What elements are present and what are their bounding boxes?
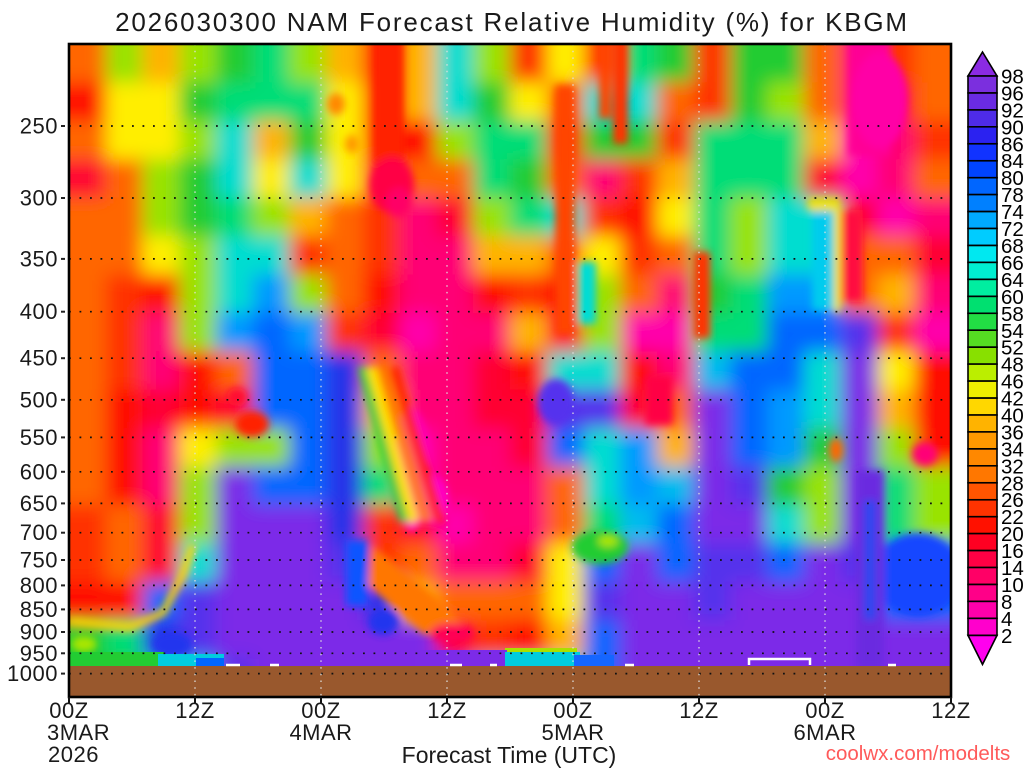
svg-text:84: 84 bbox=[1001, 150, 1024, 173]
svg-text:40: 40 bbox=[1001, 405, 1024, 428]
svg-text:500: 500 bbox=[20, 387, 58, 412]
svg-text:10: 10 bbox=[1001, 574, 1024, 597]
svg-text:42: 42 bbox=[1001, 388, 1024, 411]
svg-text:64: 64 bbox=[1001, 269, 1024, 292]
svg-text:26: 26 bbox=[1001, 489, 1024, 512]
svg-text:74: 74 bbox=[1001, 201, 1024, 224]
svg-text:5MAR: 5MAR bbox=[541, 720, 604, 745]
svg-text:300: 300 bbox=[20, 186, 58, 211]
svg-text:78: 78 bbox=[1001, 184, 1024, 207]
svg-text:4: 4 bbox=[1001, 608, 1012, 631]
svg-text:950: 950 bbox=[20, 641, 58, 666]
svg-text:coolwx.com/modelts: coolwx.com/modelts bbox=[826, 742, 1011, 765]
svg-text:20: 20 bbox=[1001, 523, 1024, 546]
svg-text:850: 850 bbox=[20, 597, 58, 622]
svg-text:350: 350 bbox=[20, 246, 58, 271]
svg-text:00Z: 00Z bbox=[49, 698, 88, 723]
svg-text:72: 72 bbox=[1001, 218, 1024, 241]
svg-text:68: 68 bbox=[1001, 235, 1024, 258]
svg-text:96: 96 bbox=[1001, 83, 1024, 106]
svg-text:800: 800 bbox=[20, 573, 58, 598]
svg-text:98: 98 bbox=[1001, 66, 1024, 89]
svg-text:450: 450 bbox=[20, 346, 58, 371]
svg-text:28: 28 bbox=[1001, 472, 1024, 495]
svg-text:750: 750 bbox=[20, 548, 58, 573]
svg-text:36: 36 bbox=[1001, 421, 1024, 444]
svg-text:12Z: 12Z bbox=[175, 698, 214, 723]
svg-text:80: 80 bbox=[1001, 167, 1024, 190]
svg-text:700: 700 bbox=[20, 520, 58, 545]
svg-text:00Z: 00Z bbox=[301, 698, 340, 723]
svg-text:00Z: 00Z bbox=[553, 698, 592, 723]
svg-text:600: 600 bbox=[20, 459, 58, 484]
svg-text:900: 900 bbox=[20, 620, 58, 645]
svg-text:66: 66 bbox=[1001, 252, 1024, 275]
svg-text:46: 46 bbox=[1001, 371, 1024, 394]
svg-text:250: 250 bbox=[20, 114, 58, 139]
svg-text:34: 34 bbox=[1001, 438, 1024, 461]
svg-text:3MAR: 3MAR bbox=[47, 720, 110, 745]
svg-text:52: 52 bbox=[1001, 337, 1024, 360]
svg-text:2: 2 bbox=[1001, 625, 1012, 648]
svg-text:2026: 2026 bbox=[48, 742, 99, 767]
svg-text:12Z: 12Z bbox=[679, 698, 718, 723]
svg-text:86: 86 bbox=[1001, 133, 1024, 156]
svg-text:60: 60 bbox=[1001, 286, 1024, 309]
svg-text:Forecast Time (UTC): Forecast Time (UTC) bbox=[402, 742, 617, 768]
svg-text:90: 90 bbox=[1001, 116, 1024, 139]
svg-text:6MAR: 6MAR bbox=[793, 720, 856, 745]
svg-text:54: 54 bbox=[1001, 320, 1024, 343]
svg-text:12Z: 12Z bbox=[427, 698, 466, 723]
svg-text:92: 92 bbox=[1001, 99, 1024, 122]
svg-text:400: 400 bbox=[20, 299, 58, 324]
svg-text:550: 550 bbox=[20, 425, 58, 450]
svg-text:1000: 1000 bbox=[7, 661, 58, 686]
svg-text:48: 48 bbox=[1001, 354, 1024, 377]
svg-text:32: 32 bbox=[1001, 455, 1024, 478]
svg-text:58: 58 bbox=[1001, 303, 1024, 326]
svg-text:2026030300 NAM Forecast Relati: 2026030300 NAM Forecast Relative Humidit… bbox=[115, 7, 909, 37]
svg-text:22: 22 bbox=[1001, 506, 1024, 529]
svg-text:00Z: 00Z bbox=[805, 698, 844, 723]
svg-text:16: 16 bbox=[1001, 540, 1024, 563]
svg-text:8: 8 bbox=[1001, 591, 1012, 614]
svg-text:14: 14 bbox=[1001, 557, 1024, 580]
svg-text:4MAR: 4MAR bbox=[289, 720, 352, 745]
svg-text:12Z: 12Z bbox=[931, 698, 970, 723]
svg-text:650: 650 bbox=[20, 491, 58, 516]
